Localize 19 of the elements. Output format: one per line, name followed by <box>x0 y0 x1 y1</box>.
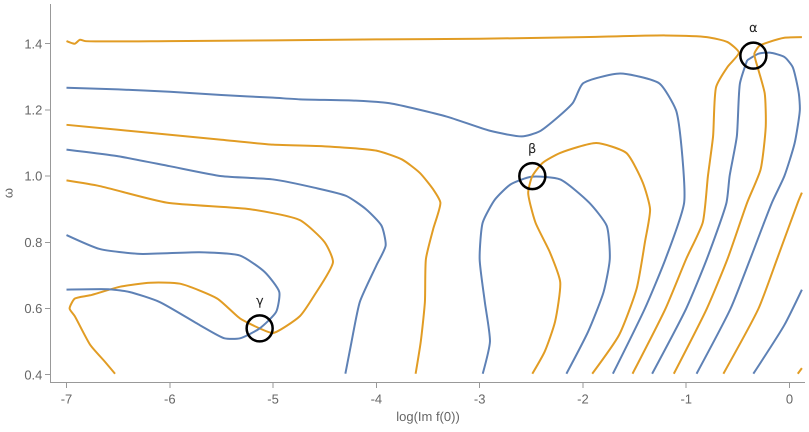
x-tick-label: -2 <box>577 392 589 407</box>
y-tick-label: 1.2 <box>24 102 42 118</box>
y-tick-label: 1.4 <box>24 36 42 52</box>
x-tick-label: 0 <box>786 392 794 407</box>
x-tick-label: -5 <box>267 392 279 407</box>
y-tick-label: 0.4 <box>24 367 42 382</box>
annotation: α <box>749 21 758 36</box>
x-tick-label: -7 <box>60 392 72 407</box>
x-tick-label: -4 <box>370 392 382 407</box>
x-tick-label: -3 <box>474 392 486 407</box>
y-tick-label: 1.0 <box>24 168 42 184</box>
annotation: β <box>528 142 536 157</box>
x-tick-label: -1 <box>680 392 692 407</box>
y-tick-label: 0.6 <box>24 301 42 316</box>
y-tick-label: 0.8 <box>24 234 42 250</box>
annotation: γ <box>256 294 264 309</box>
y-axis-title: ω <box>0 188 16 198</box>
x-axis-title: log(Im f(0)) <box>396 409 460 424</box>
x-tick-label: -6 <box>164 392 176 407</box>
